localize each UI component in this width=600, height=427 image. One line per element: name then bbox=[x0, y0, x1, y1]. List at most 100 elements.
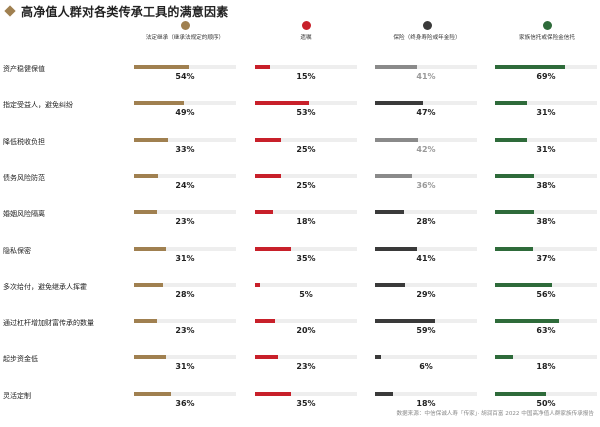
bar bbox=[134, 65, 190, 69]
bar bbox=[495, 391, 546, 396]
bar bbox=[495, 355, 514, 360]
bar bbox=[134, 173, 159, 178]
bar bbox=[495, 65, 566, 69]
bar bbox=[375, 210, 404, 215]
bar bbox=[375, 355, 382, 360]
bar-track bbox=[375, 101, 477, 106]
legend-item: 家族信托或保险金信托 bbox=[488, 18, 600, 44]
bar bbox=[134, 101, 184, 106]
category-label: 起步资金低 bbox=[3, 355, 38, 364]
data-label: 31% bbox=[536, 144, 556, 154]
chart-row: 资产稳健保值 54% 15% 41% 69% bbox=[0, 64, 600, 100]
data-label: 53% bbox=[296, 108, 316, 118]
bar bbox=[495, 210, 534, 215]
chart-title: 高净值人群对各类传承工具的满意因素 bbox=[21, 4, 229, 19]
bar-track bbox=[495, 282, 597, 287]
legend-label: 保险（终身寿险或年金险） bbox=[393, 35, 461, 41]
data-label: 50% bbox=[536, 398, 556, 408]
bar-track bbox=[134, 137, 236, 142]
bar-track bbox=[375, 246, 477, 251]
legend-label: 遗嘱 bbox=[300, 35, 312, 41]
bar bbox=[134, 391, 171, 396]
bar bbox=[495, 282, 553, 287]
data-label: 29% bbox=[416, 289, 436, 299]
bar-track bbox=[495, 355, 597, 360]
data-label: 49% bbox=[175, 108, 195, 118]
data-label: 38% bbox=[536, 217, 556, 227]
bar-track bbox=[134, 246, 236, 251]
bar-track bbox=[375, 391, 477, 396]
chart-row: 指定受益人，避免纠纷 49% 53% 47% 31% bbox=[0, 100, 600, 136]
bar bbox=[375, 173, 412, 178]
data-label: 28% bbox=[416, 217, 436, 227]
bar-track bbox=[375, 282, 477, 287]
bar-track bbox=[134, 282, 236, 287]
bar-track bbox=[134, 65, 236, 69]
data-label: 5% bbox=[299, 289, 313, 299]
chart-row: 降低税收负担 33% 25% 42% 31% bbox=[0, 137, 600, 173]
bar-track bbox=[255, 173, 357, 178]
chart-row: 灵活定制 36% 35% 18% 50% bbox=[0, 391, 600, 427]
data-label: 15% bbox=[296, 72, 316, 81]
data-label: 35% bbox=[296, 253, 316, 263]
bar-track bbox=[134, 319, 236, 324]
bar bbox=[255, 65, 271, 69]
bar bbox=[255, 210, 274, 215]
data-label: 36% bbox=[175, 398, 195, 408]
data-label: 25% bbox=[296, 180, 316, 190]
chart-row: 通过杠杆增加财富传承的数量 23% 20% 59% 63% bbox=[0, 318, 600, 354]
bar bbox=[495, 137, 527, 142]
bar-track bbox=[375, 210, 477, 215]
data-label: 31% bbox=[536, 108, 556, 118]
chart-row: 起步资金低 31% 23% 6% 18% bbox=[0, 354, 600, 390]
bar-track bbox=[255, 319, 357, 324]
bar bbox=[375, 319, 436, 324]
category-label: 灵活定制 bbox=[3, 391, 31, 400]
legend-item: 遗嘱 bbox=[247, 18, 365, 44]
category-label: 通过杠杆增加财富传承的数量 bbox=[3, 319, 94, 328]
category-label: 指定受益人，避免纠纷 bbox=[3, 101, 73, 110]
data-label: 25% bbox=[296, 144, 316, 154]
bar bbox=[134, 137, 168, 142]
chart-row: 隐私保密 31% 35% 41% 37% bbox=[0, 246, 600, 282]
category-label: 婚姻风险隔离 bbox=[3, 210, 45, 219]
bar-track bbox=[495, 319, 597, 324]
data-label: 23% bbox=[175, 217, 195, 227]
chart-row: 债务风险防范 24% 25% 36% 38% bbox=[0, 173, 600, 209]
legend-dot-icon bbox=[180, 21, 190, 30]
bar-track bbox=[255, 246, 357, 251]
bar bbox=[134, 355, 166, 360]
data-label: 63% bbox=[536, 326, 556, 336]
bar bbox=[255, 355, 279, 360]
bar-track bbox=[375, 319, 477, 324]
bar-track bbox=[134, 101, 236, 106]
bar bbox=[255, 173, 281, 178]
bar-track bbox=[134, 391, 236, 396]
data-label: 18% bbox=[536, 362, 556, 372]
data-label: 6% bbox=[419, 362, 433, 372]
bar bbox=[375, 101, 423, 106]
bar bbox=[495, 319, 560, 324]
data-label: 69% bbox=[536, 72, 556, 81]
legend-dot-icon bbox=[542, 21, 552, 30]
chart-title-container: 高净值人群对各类传承工具的满意因素 bbox=[4, 2, 228, 20]
bar bbox=[495, 101, 527, 106]
bar bbox=[495, 246, 533, 251]
legend-item: 保险（终身寿险或年金险） bbox=[368, 18, 486, 44]
data-label: 41% bbox=[416, 72, 436, 81]
bar-track bbox=[375, 137, 477, 142]
bar bbox=[255, 319, 276, 324]
source-note: 数据来源：中信保诚人寿「传家」· 胡润百富 2022 中国高净值人群家族传承报告 bbox=[396, 411, 594, 417]
legend-dot-icon bbox=[422, 21, 432, 30]
data-label: 31% bbox=[175, 362, 195, 372]
data-label: 20% bbox=[296, 326, 316, 336]
bar bbox=[255, 282, 261, 287]
bar-track bbox=[375, 355, 477, 360]
data-label: 59% bbox=[416, 326, 436, 336]
bar-track bbox=[375, 173, 477, 178]
bar bbox=[375, 65, 417, 69]
bar-track bbox=[495, 101, 597, 106]
bar-track bbox=[134, 355, 236, 360]
data-label: 42% bbox=[416, 144, 436, 154]
bar-track bbox=[375, 65, 477, 69]
